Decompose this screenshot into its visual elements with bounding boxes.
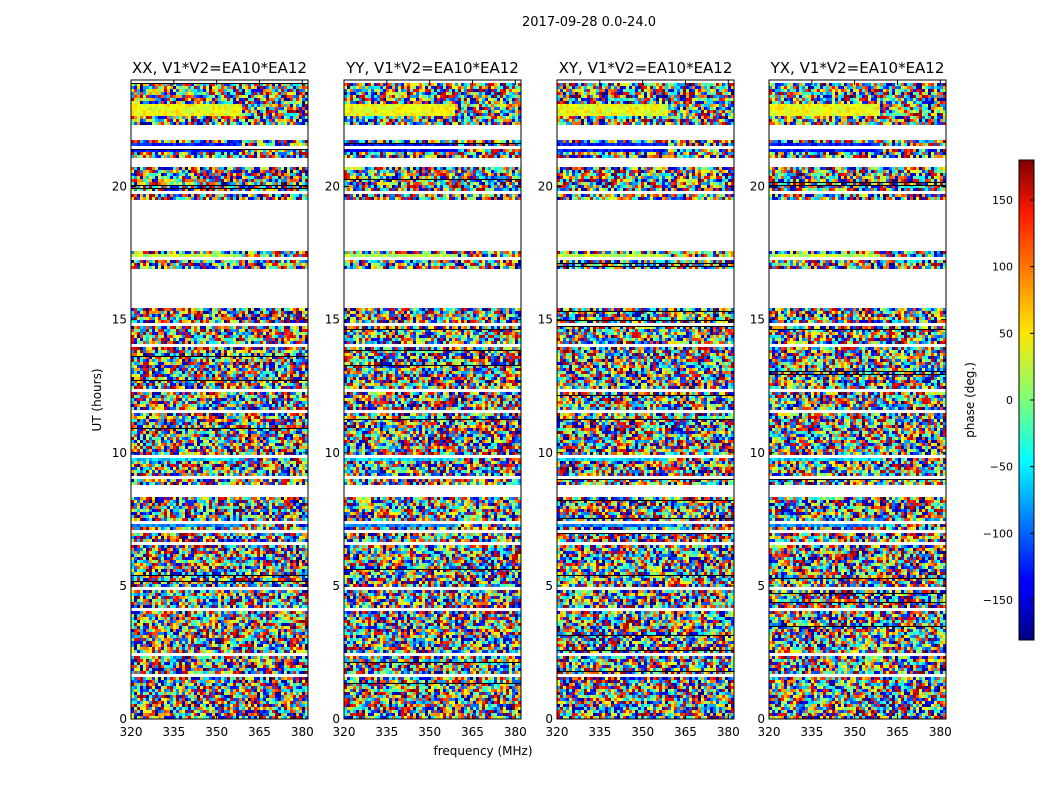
colorbar-tick-label: 50: [999, 327, 1013, 340]
y-tick-label: 20: [112, 180, 127, 194]
phase-image: [557, 80, 734, 719]
x-tick-label: 335: [162, 725, 185, 739]
y-tick-label: 20: [750, 180, 765, 194]
phase-image: [344, 80, 521, 719]
panel-yx: YX, V1*V2=EA10*EA12 320 335 350 365 380 0 5 10 15…: [750, 59, 952, 739]
x-tick-label: 350: [205, 725, 228, 739]
y-tick-label: 15: [112, 313, 127, 327]
x-tick-label: 335: [800, 725, 823, 739]
panel-frame: [556, 79, 735, 720]
y-tick-label: 20: [325, 180, 340, 194]
x-tick-label: 320: [758, 725, 781, 739]
x-tick-label: 380: [929, 725, 952, 739]
x-tick-label: 365: [461, 725, 484, 739]
x-tick-label: 365: [674, 725, 697, 739]
panel-frame: [343, 79, 522, 720]
y-tick-label: 5: [545, 579, 553, 593]
x-tick-label: 380: [291, 725, 314, 739]
panel-yy: YY, V1*V2=EA10*EA12 320 335 350 365 380 0 5 10 15…: [325, 59, 527, 739]
phase-image: [131, 80, 308, 719]
y-tick-label: 5: [332, 579, 340, 593]
x-tick-label: 350: [843, 725, 866, 739]
panels-group: XX, V1*V2=EA10*EA12 320 335 350 365 380 0 5 10 15…: [112, 59, 952, 739]
y-tick-label: 15: [325, 313, 340, 327]
x-tick-label: 335: [588, 725, 611, 739]
x-tick-label: 380: [717, 725, 740, 739]
x-tick-label: 350: [631, 725, 654, 739]
y-tick-label: 10: [750, 446, 765, 460]
x-tick-label: 365: [248, 725, 271, 739]
panel-title: YY, V1*V2=EA10*EA12: [345, 59, 519, 77]
colorbar-tick-label: 150: [992, 194, 1013, 207]
colorbar-label: phase (deg.): [963, 362, 977, 438]
y-tick-label: 10: [325, 446, 340, 460]
y-tick-label: 10: [538, 446, 553, 460]
x-tick-label: 335: [375, 725, 398, 739]
phase-image: [769, 80, 946, 719]
x-tick-label: 320: [120, 725, 143, 739]
colorbar-tick-label: −50: [990, 461, 1013, 474]
colorbar: −150 −100 −50 0 50 100 150 phase (deg.): [963, 159, 1035, 641]
panel-xx: XX, V1*V2=EA10*EA12 320 335 350 365 380 0 5 10 15…: [112, 59, 314, 739]
y-tick-label: 0: [119, 712, 127, 726]
colorbar-tick-label: 100: [992, 261, 1013, 274]
panel-title: XX, V1*V2=EA10*EA12: [132, 59, 307, 77]
y-tick-label: 20: [538, 180, 553, 194]
figure-title: 2017-09-28 0.0-24.0: [522, 15, 656, 30]
x-tick-label: 320: [333, 725, 356, 739]
panel-title: XY, V1*V2=EA10*EA12: [559, 59, 733, 77]
colorbar-tick-label: 0: [1006, 394, 1013, 407]
panel-frame: [130, 79, 309, 720]
panel-xy: XY, V1*V2=EA10*EA12 320 335 350 365 380 0 5 10 15…: [538, 59, 740, 739]
x-tick-label: 365: [886, 725, 909, 739]
y-tick-label: 0: [332, 712, 340, 726]
x-tick-label: 350: [418, 725, 441, 739]
colorbar-tick-label: −150: [983, 594, 1013, 607]
y-tick-label: 5: [757, 579, 765, 593]
panel-frame: [768, 79, 947, 720]
y-tick-label: 10: [112, 446, 127, 460]
colorbar-ticks: −150 −100 −50 0 50 100 150: [983, 194, 1034, 607]
y-tick-label: 15: [538, 313, 553, 327]
y-tick-label: 15: [750, 313, 765, 327]
y-tick-label: 0: [757, 712, 765, 726]
y-tick-label: 5: [119, 579, 127, 593]
y-axis-label: UT (hours): [90, 368, 104, 431]
x-axis-label: frequency (MHz): [433, 744, 532, 758]
x-tick-label: 380: [504, 725, 527, 739]
colorbar-tick-label: −100: [983, 527, 1013, 540]
panel-title: YX, V1*V2=EA10*EA12: [770, 59, 945, 77]
y-tick-label: 0: [545, 712, 553, 726]
x-tick-label: 320: [546, 725, 569, 739]
